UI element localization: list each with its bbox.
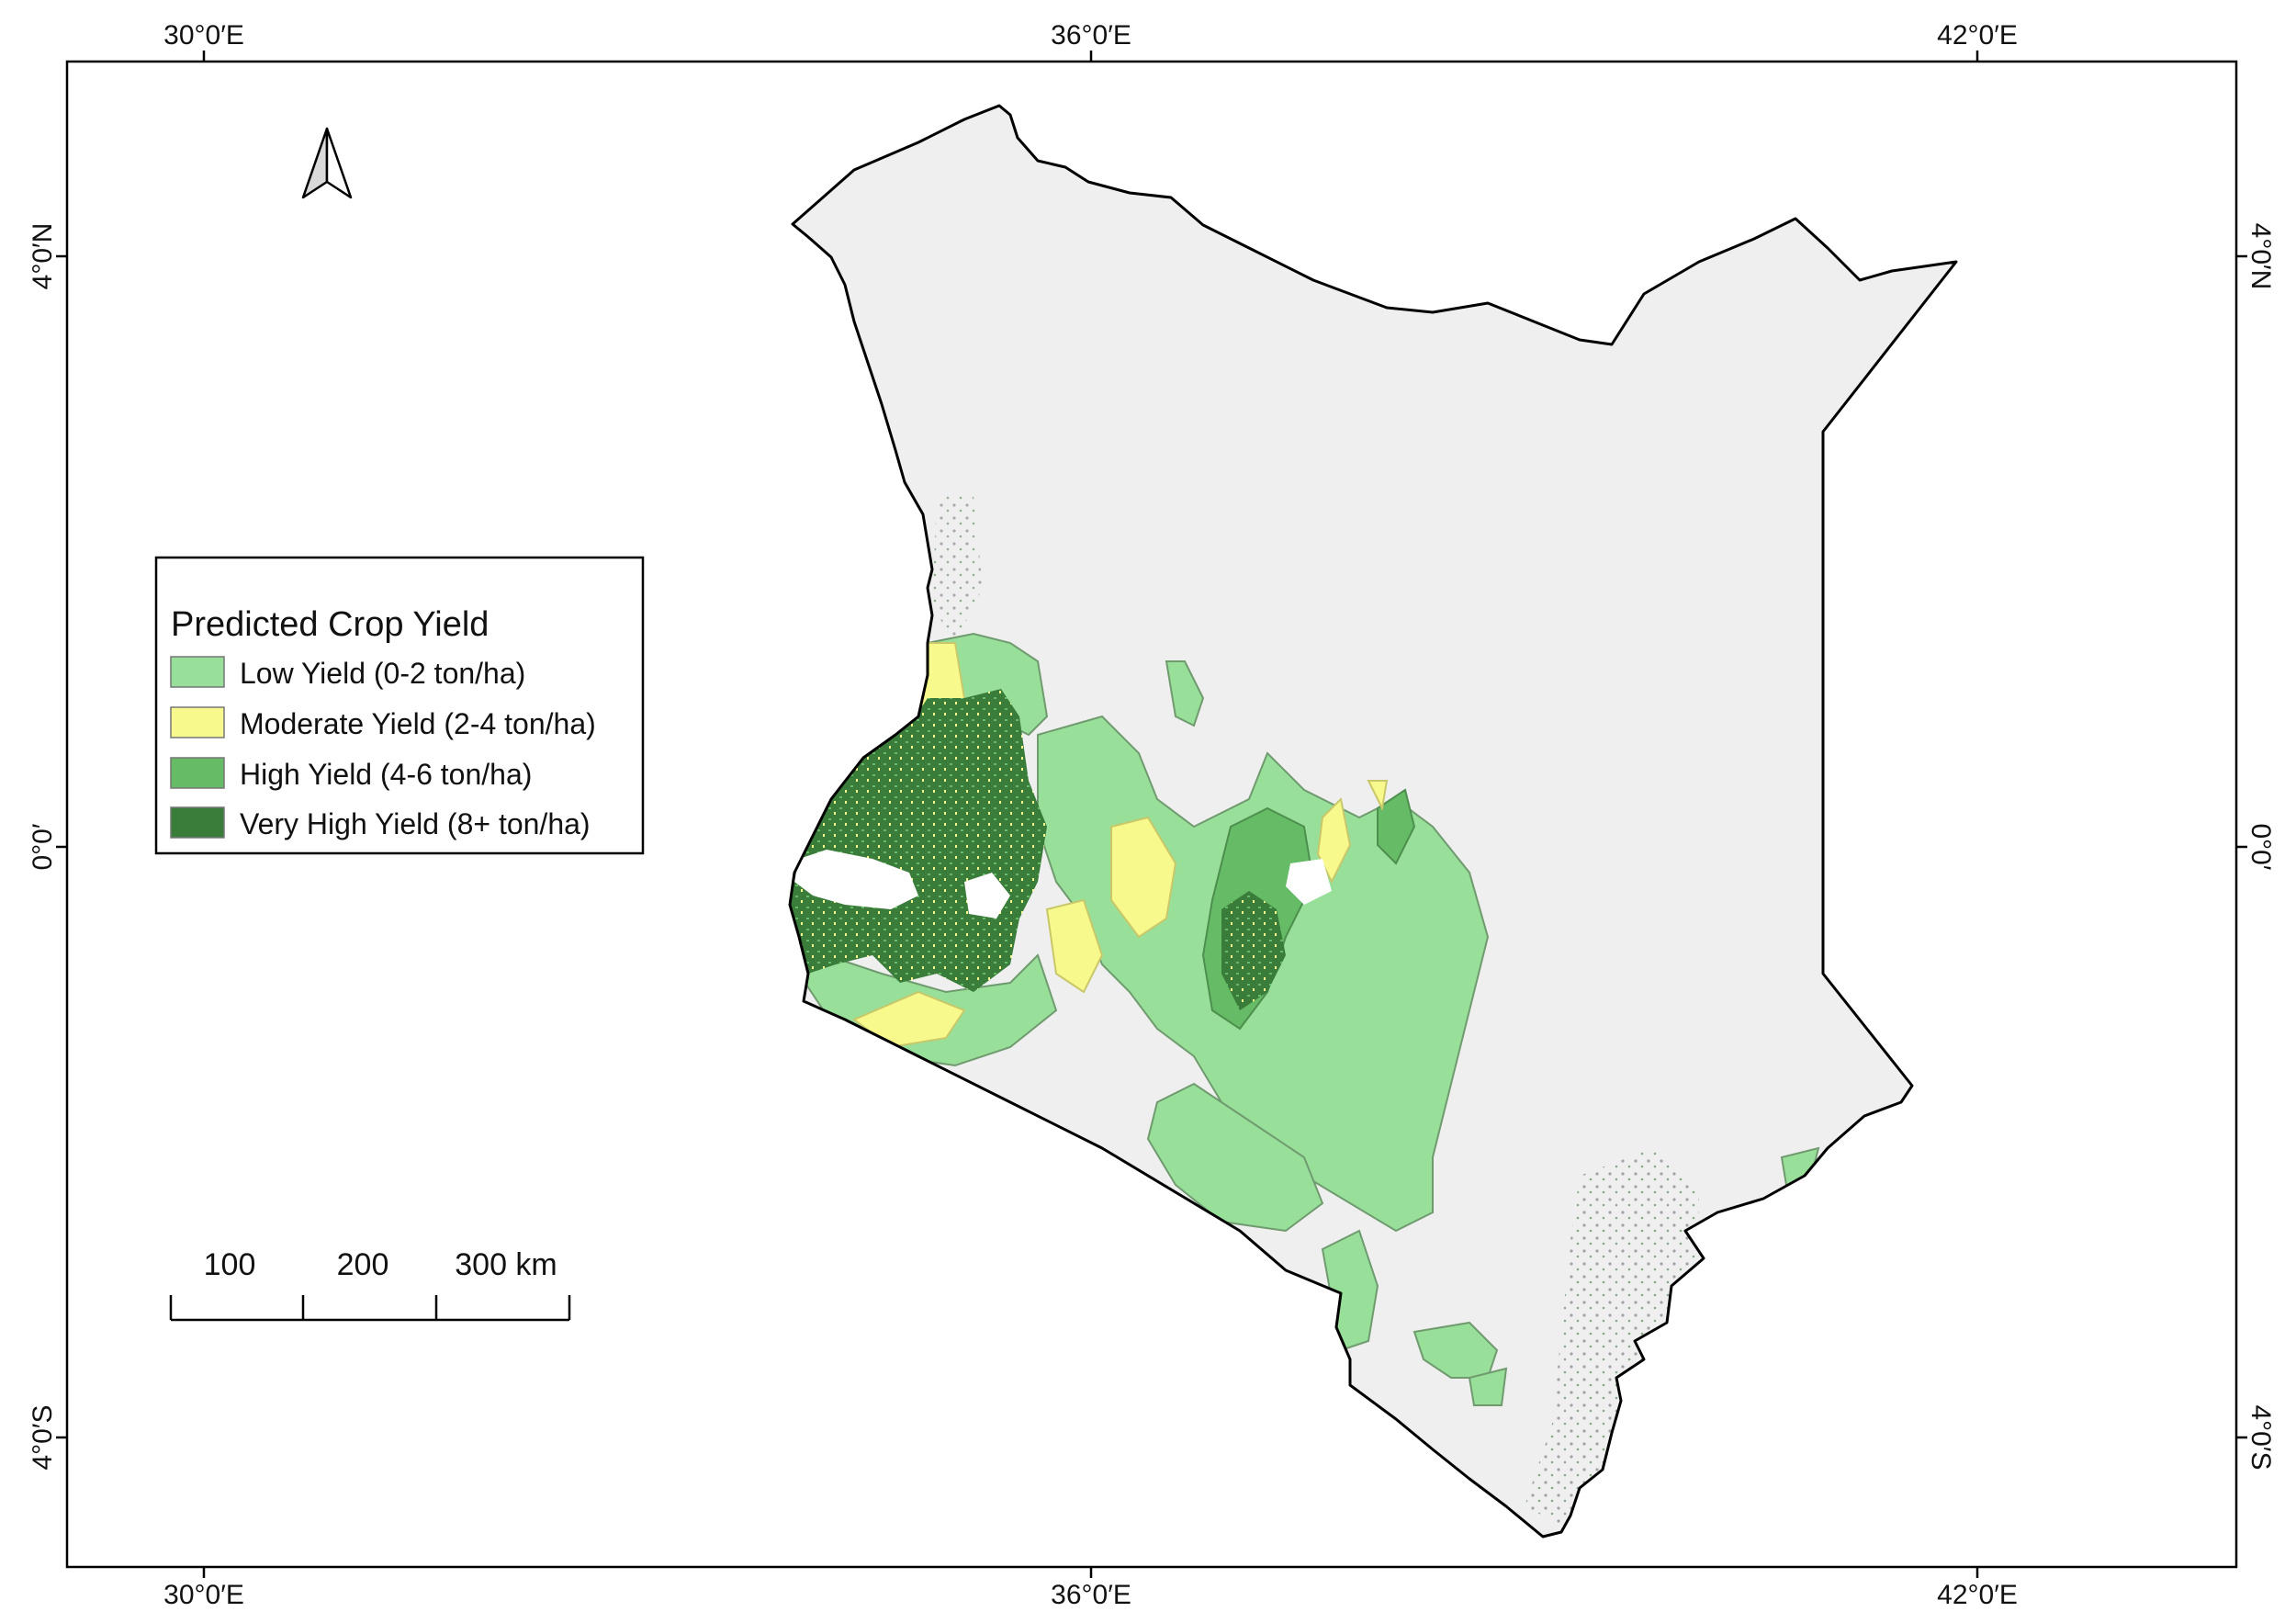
legend-label-low-yield: Low Yield (0-2 ton/ha) [240, 657, 525, 690]
top-lon-label-30e: 30°0′E [163, 20, 244, 51]
scale-label-300-km: 300 km [455, 1247, 557, 1282]
legend-title: Predicted Crop Yield [171, 605, 489, 644]
yield-raster [790, 496, 1820, 1525]
scale-label-200: 200 [337, 1247, 389, 1282]
sparse-yield-dots [1525, 1148, 1699, 1525]
low-yield-zone-south [1146, 1082, 1324, 1233]
moderate-yield-zone-east [1316, 796, 1352, 885]
bottom-lon-label-30e: 30°0′E [163, 1580, 244, 1610]
graticule-ticks [56, 51, 2247, 1578]
moderate-yield-zone-mt-kenya [1367, 780, 1389, 812]
right-lat-label-0: 0°0′ [2245, 824, 2276, 871]
legend-swatch-low-yield [170, 656, 225, 688]
north-arrow-icon [301, 127, 353, 199]
left-lat-label-0: 0°0′ [28, 823, 58, 870]
left-lat-label-4s: 4°0′S [28, 1404, 58, 1470]
legend-swatch-moderate-yield [170, 706, 225, 738]
legend-swatch-high-yield [170, 757, 225, 789]
legend-label-moderate-yield: Moderate Yield (2-4 ton/ha) [240, 707, 596, 740]
bottom-lon-label-42e: 42°0′E [1937, 1580, 2018, 1610]
top-lon-label-36e: 36°0′E [1051, 20, 1131, 51]
low-yield-zone-laikipia [1165, 660, 1205, 727]
legend: Predicted Crop Yield Low Yield (0-2 ton/… [154, 556, 645, 855]
mt-kenya-gap [1286, 859, 1332, 905]
top-lon-label-42e: 42°0′E [1937, 20, 2018, 51]
high-yield-zone-east [1377, 788, 1416, 865]
legend-label-high-yield: High Yield (4-6 ton/ha) [240, 758, 532, 791]
legend-label-very-high-yield: Very High Yield (8+ ton/ha) [240, 807, 591, 840]
lake-victoria-shore [794, 850, 918, 909]
scale-label-100: 100 [204, 1247, 256, 1282]
kenya-border [788, 104, 1958, 1538]
sparse-yield-dots-north [932, 496, 983, 643]
right-lat-label-4n: 4°0′N [2245, 223, 2276, 290]
left-lat-label-4n: 4°0′N [28, 223, 58, 290]
moderate-yield-zone-central [1110, 816, 1177, 939]
central-highlands-gap [964, 873, 1010, 919]
scale-bar: 100 200 300 km [169, 1247, 571, 1322]
right-lat-label-4s: 4°0′S [2245, 1404, 2276, 1470]
low-yield-zone-taita-2 [1468, 1367, 1508, 1406]
legend-box [154, 556, 645, 855]
moderate-yield-zone-rift [1045, 898, 1104, 994]
legend-swatch-very-high-yield [170, 806, 225, 839]
very-high-yield-zone-central [1221, 891, 1286, 1010]
bottom-lon-label-36e: 36°0′E [1051, 1580, 1131, 1610]
